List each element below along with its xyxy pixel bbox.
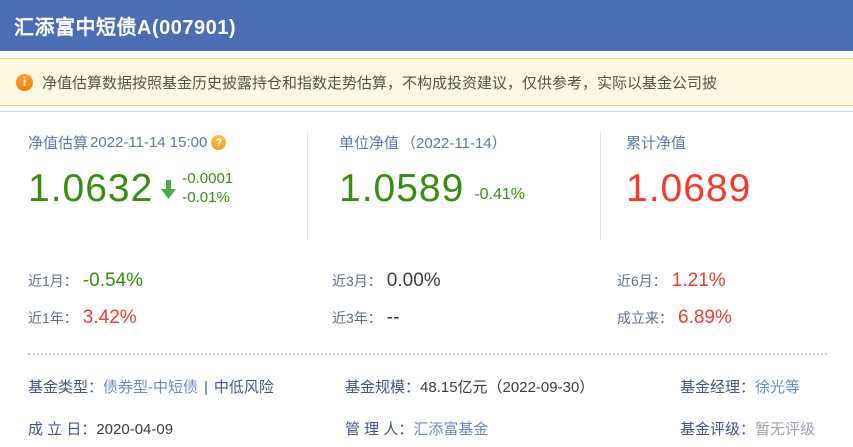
inception-date-value: 2020-04-09 xyxy=(96,421,174,438)
fund-manager-link[interactable]: 徐光等 xyxy=(755,379,801,396)
fund-rating-label: 基金评级： xyxy=(680,421,756,438)
unit-nav-change-pct: -0.41% xyxy=(474,185,525,203)
perf-value: -0.54% xyxy=(82,270,143,291)
unit-nav-cell: 单位净值 （2022-11-14） 1.0589 -0.41% xyxy=(307,132,600,240)
unit-nav-label: 单位净值 xyxy=(339,135,400,152)
perf-value: 1.21% xyxy=(671,270,726,291)
estimate-change-pct: -0.01% xyxy=(182,188,230,206)
perf-label: 近6月： xyxy=(617,273,667,289)
estimate-nav-datetime: 2022-11-14 15:00 xyxy=(90,134,208,151)
unit-nav-header: 单位净值 （2022-11-14） xyxy=(339,132,600,153)
fund-title-bar: 汇添富中短债A(007901) xyxy=(0,0,853,51)
perf-label: 近3月： xyxy=(332,273,382,289)
perf-item-1m: 近1月： -0.54% xyxy=(0,270,307,292)
perf-value: 3.42% xyxy=(82,307,137,328)
fund-type-separator: | xyxy=(204,379,208,396)
fund-type-item: 基金类型：债券型-中短债 | 中低风险 xyxy=(28,376,345,397)
estimate-change-value: -0.0001 xyxy=(182,169,234,187)
perf-item-6m: 近6月： 1.21% xyxy=(600,270,853,292)
perf-item-3y: 近3年： -- xyxy=(307,307,600,329)
fund-rating-value: 暂无评级 xyxy=(755,421,816,438)
panel-top-border xyxy=(0,111,853,112)
acc-nav-label: 累计净值 xyxy=(626,135,687,152)
disclaimer-text: 净值估算数据按照基金历史披露持仓和指数走势估算，不构成投资建议，仅供参考，实际以… xyxy=(42,74,718,92)
fund-type-link[interactable]: 债券型-中短债 xyxy=(103,379,199,396)
perf-item-since-inception: 成立来： 6.89% xyxy=(600,307,853,329)
estimate-disclaimer-bar: i 净值估算数据按照基金历史披露持仓和指数走势估算，不构成投资建议，仅供参考，实… xyxy=(0,58,853,106)
info-icon: i xyxy=(16,73,33,91)
perf-label: 近1年： xyxy=(28,310,78,326)
fund-rating-item: 基金评级：暂无评级 xyxy=(680,418,853,439)
unit-nav-date: （2022-11-14） xyxy=(401,135,507,152)
inception-date-label: 成 立 日： xyxy=(28,421,97,438)
management-company-label: 管 理 人： xyxy=(345,421,414,438)
estimate-nav-header: 净值估算 2022-11-14 15:00 ? xyxy=(28,132,307,153)
perf-value: 6.89% xyxy=(678,307,732,328)
management-company-item: 管 理 人：汇添富基金 xyxy=(345,418,680,439)
perf-item-3m: 近3月： 0.00% xyxy=(307,270,600,292)
acc-nav-value: 1.0689 xyxy=(626,167,752,210)
acc-nav-valueline: 1.0689 xyxy=(626,169,853,208)
dotted-divider xyxy=(28,353,827,355)
fund-risk-level: 中低风险 xyxy=(213,379,274,396)
inception-date-item: 成 立 日：2020-04-09 xyxy=(28,418,345,439)
perf-label: 成立来： xyxy=(617,310,673,326)
fund-type-label: 基金类型： xyxy=(28,379,104,396)
estimate-nav-value: 1.0632 xyxy=(28,167,154,210)
fund-info-section: 基金类型：债券型-中短债 | 中低风险 基金规模：48.15亿元（2022-09-3… xyxy=(28,376,853,439)
unit-nav-valueline: 1.0589 -0.41% xyxy=(339,169,600,208)
perf-label: 近3年： xyxy=(332,310,382,326)
fund-manager-label: 基金经理： xyxy=(680,379,756,396)
down-arrow-icon xyxy=(161,180,177,199)
fund-manager-item: 基金经理：徐光等 xyxy=(680,376,853,397)
perf-item-1y: 近1年： 3.42% xyxy=(0,307,307,329)
fund-scale-label: 基金规模： xyxy=(345,379,421,396)
unit-nav-value: 1.0589 xyxy=(339,167,465,210)
perf-label: 近1月： xyxy=(28,273,78,289)
performance-section: 近1月： -0.54% 近3月： 0.00% 近6月： 1.21% 近1年： 3… xyxy=(0,270,853,329)
perf-value: 0.00% xyxy=(386,270,441,291)
management-company-link[interactable]: 汇添富基金 xyxy=(413,421,489,438)
question-icon[interactable]: ? xyxy=(211,135,227,150)
estimate-nav-change: -0.0001 -0.01% xyxy=(182,170,233,208)
estimate-nav-valueline: 1.0632 -0.0001 -0.01% xyxy=(28,169,307,208)
fund-scale-item: 基金规模：48.15亿元（2022-09-30） xyxy=(345,376,680,397)
acc-nav-header: 累计净值 xyxy=(626,132,853,153)
estimate-nav-label: 净值估算 xyxy=(28,135,89,152)
estimate-nav-cell: 净值估算 2022-11-14 15:00 ? 1.0632 -0.0001 -0… xyxy=(0,132,307,240)
nav-summary-section: 净值估算 2022-11-14 15:00 ? 1.0632 -0.0001 -0… xyxy=(0,112,853,240)
fund-scale-value: 48.15亿元（2022-09-30） xyxy=(420,379,595,396)
perf-value: -- xyxy=(386,307,400,328)
fund-title: 汇添富中短债A(007901) xyxy=(14,17,237,39)
acc-nav-cell: 累计净值 1.0689 xyxy=(600,132,853,240)
